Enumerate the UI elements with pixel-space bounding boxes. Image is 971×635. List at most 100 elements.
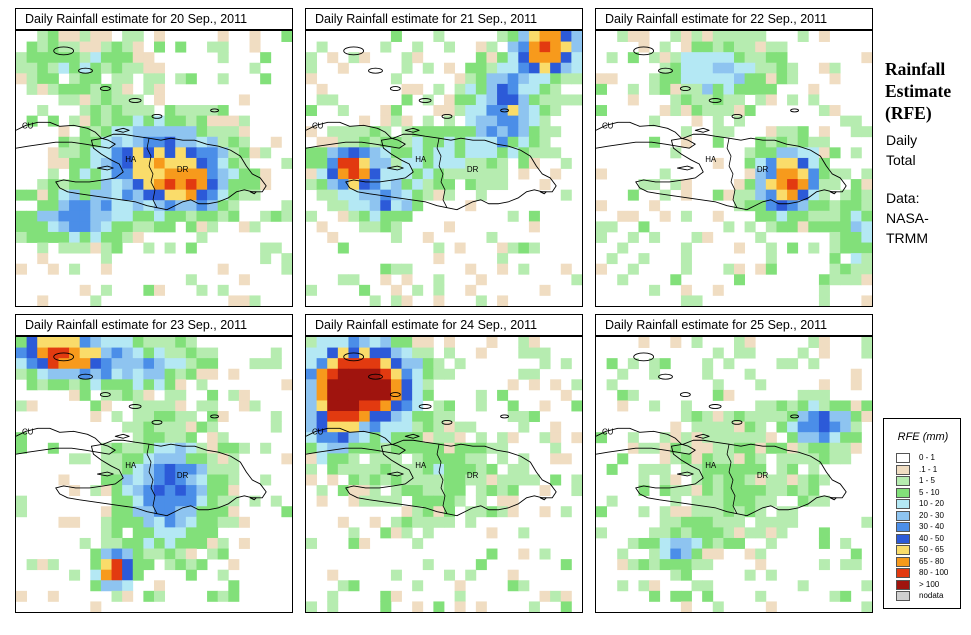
rainfall-cell <box>712 126 724 138</box>
rainfall-cell <box>755 157 767 169</box>
rainfall-cell <box>100 242 112 254</box>
rainfall-cell <box>143 485 155 497</box>
rainfall-cell <box>840 168 852 180</box>
rainfall-cell <box>433 31 445 42</box>
rainfall-cell <box>659 463 671 475</box>
rainfall-cell <box>518 337 530 348</box>
rainfall-cell <box>638 31 650 42</box>
rainfall-cell <box>422 115 434 127</box>
rainfall-cell <box>79 231 91 243</box>
rainfall-cell <box>348 453 360 465</box>
panel-title: Daily Rainfall estimate for 23 Sep., 201… <box>15 314 293 336</box>
rainfall-cell <box>26 337 38 348</box>
rainfall-cell <box>627 52 639 64</box>
rainfall-cell <box>47 168 59 180</box>
rainfall-cell <box>401 527 413 539</box>
rainfall-cell <box>79 210 91 222</box>
rainfall-cell <box>390 527 402 539</box>
rainfall-cell <box>401 506 413 518</box>
rainfall-cell <box>390 590 402 602</box>
rainfall-cell <box>840 421 852 433</box>
rainfall-cell <box>649 400 661 412</box>
islet-outline <box>731 419 743 425</box>
rainfall-cell <box>327 411 339 423</box>
rainfall-cell <box>164 548 176 560</box>
rainfall-cell <box>840 242 852 254</box>
rainfall-cell <box>185 569 197 581</box>
rainfall-cell <box>143 453 155 465</box>
rainfall-cell <box>465 506 477 518</box>
rainfall-cell <box>69 516 81 528</box>
rainfall-cell <box>787 126 799 138</box>
rainfall-cell <box>659 168 671 180</box>
rainfall-cell <box>702 62 714 74</box>
rainfall-cell <box>755 590 767 602</box>
rainfall-cell <box>369 210 381 222</box>
rainfall-cell <box>755 73 767 85</box>
rainfall-cell <box>369 179 381 191</box>
rainfall-cell <box>196 485 208 497</box>
rainfall-cell <box>316 400 328 412</box>
rainfall-cell <box>327 590 339 602</box>
rainfall-cell <box>369 200 381 212</box>
rainfall-cell <box>670 274 682 286</box>
rainfall-cell <box>691 421 703 433</box>
rainfall-cell <box>818 453 830 465</box>
rainfall-cell <box>348 485 360 497</box>
rainfall-cell <box>617 580 629 592</box>
rainfall-cell <box>185 221 197 233</box>
rainfall-cell <box>122 189 134 201</box>
rainfall-cell <box>185 548 197 560</box>
rainfall-cell <box>497 52 509 64</box>
rainfall-cell <box>723 358 735 370</box>
rainfall-cell <box>691 432 703 444</box>
data-line: NASA- <box>886 210 929 226</box>
rainfall-cell <box>79 537 91 549</box>
rainfall-cell <box>560 263 572 275</box>
rainfall-cell <box>164 506 176 518</box>
rainfall-cell <box>37 358 49 370</box>
rainfall-cell <box>380 210 392 222</box>
rainfall-cell <box>401 94 413 106</box>
rainfall-cell <box>412 474 424 486</box>
panel-title: Daily Rainfall estimate for 21 Sep., 201… <box>305 8 583 30</box>
rainfall-cell <box>507 400 519 412</box>
rainfall-cell <box>207 368 219 380</box>
rainfall-cell <box>143 105 155 117</box>
coastline-path <box>114 127 130 133</box>
country-label: CU <box>312 427 324 436</box>
rainfall-cell <box>829 432 841 444</box>
rainfall-cell <box>818 527 830 539</box>
rainfall-cell <box>702 559 714 571</box>
rainfall-cell <box>90 347 102 359</box>
rainfall-cell <box>712 601 724 612</box>
rainfall-cell <box>702 368 714 380</box>
rainfall-cell <box>348 210 360 222</box>
legend-swatch <box>896 464 910 475</box>
coastline-path <box>96 471 114 477</box>
rainfall-cell <box>47 263 59 275</box>
rainfall-cell <box>390 157 402 169</box>
rainfall-cell <box>111 453 123 465</box>
rainfall-cell <box>154 432 166 444</box>
rainfall-cell <box>465 168 477 180</box>
rainfall-cell <box>401 442 413 454</box>
rainfall-cell <box>132 506 144 518</box>
rainfall-cell <box>100 516 112 528</box>
rainfall-cell <box>638 474 650 486</box>
rainfall-cell <box>475 83 487 95</box>
rainfall-cell <box>207 136 219 148</box>
rainfall-cell <box>691 62 703 74</box>
rainfall-cell <box>196 516 208 528</box>
rainfall-cell <box>132 368 144 380</box>
rainfall-cell <box>207 421 219 433</box>
rainfall-cell <box>734 62 746 74</box>
panel-title: Daily Rainfall estimate for 20 Sep., 201… <box>15 8 293 30</box>
rainfall-cell <box>755 495 767 507</box>
rainfall-cell <box>497 506 509 518</box>
rainfall-cell <box>185 506 197 518</box>
rainfall-cell <box>337 358 349 370</box>
rainfall-cell <box>122 389 134 401</box>
rainfall-cell <box>702 580 714 592</box>
islet-outline <box>78 373 93 380</box>
